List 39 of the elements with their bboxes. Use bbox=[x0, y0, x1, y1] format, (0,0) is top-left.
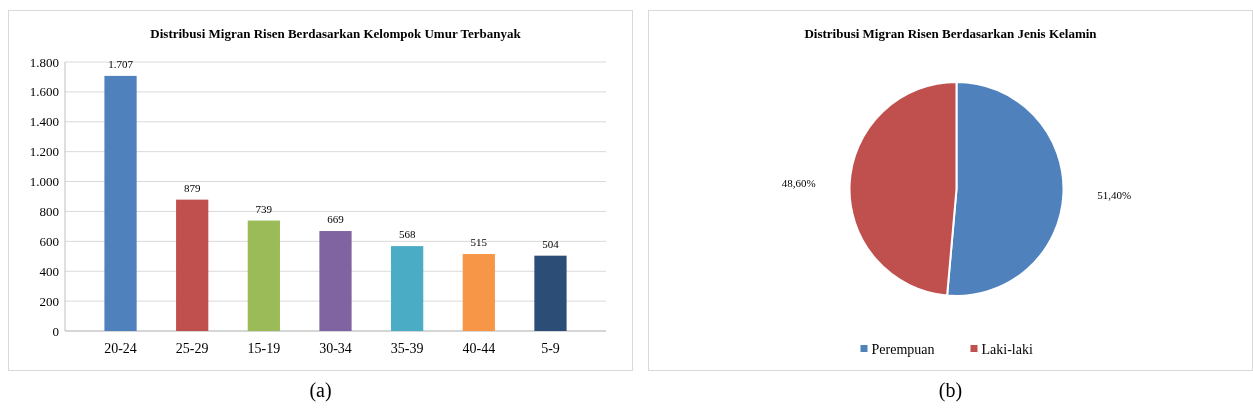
data-label: 568 bbox=[398, 228, 416, 241]
text: (b) bbox=[938, 379, 963, 402]
legend-label: Perempuan bbox=[871, 341, 935, 357]
data-label: 879 bbox=[183, 181, 201, 194]
x-tick-label: 20-24 bbox=[104, 341, 137, 356]
data-label: 1.707 bbox=[108, 57, 134, 70]
legend-label: Laki-laki bbox=[981, 341, 1033, 357]
y-tick-label: 1.800 bbox=[29, 54, 59, 70]
y-tick-label: 200 bbox=[39, 293, 59, 309]
data-label: 515 bbox=[470, 236, 488, 249]
x-tick-label: 15-19 bbox=[247, 341, 281, 356]
y-tick-label: 1.000 bbox=[29, 174, 59, 190]
y-tick-label: 0 bbox=[52, 323, 59, 339]
chart-title: Distribusi Migran Risen Berdasarkan Jenis Kelamin bbox=[804, 26, 1098, 41]
data-label: 669 bbox=[327, 213, 345, 226]
x-tick-label: 35-39 bbox=[390, 341, 424, 356]
data-label: 504 bbox=[542, 237, 560, 250]
y-tick-label: 1.200 bbox=[29, 144, 59, 160]
bar bbox=[534, 255, 567, 331]
x-tick-label: 40-44 bbox=[462, 341, 496, 356]
y-tick-label: 1.400 bbox=[29, 114, 59, 130]
data-label: 739 bbox=[255, 202, 273, 215]
bar bbox=[104, 75, 137, 331]
x-tick-label: 25-29 bbox=[175, 341, 209, 356]
y-tick-label: 800 bbox=[39, 203, 59, 219]
bar bbox=[176, 199, 209, 331]
bar bbox=[391, 246, 424, 331]
bar bbox=[247, 220, 280, 331]
bar bbox=[462, 254, 495, 331]
chart-title: Distribusi Migran Risen Berdasarkan Kelompok Umur Terbanyak bbox=[150, 26, 522, 41]
text: (a) bbox=[309, 379, 332, 402]
data-label: 51,40% bbox=[1097, 188, 1132, 201]
bar bbox=[319, 231, 352, 331]
y-tick-label: 1.600 bbox=[29, 84, 59, 100]
x-tick-label: 5-9 bbox=[541, 341, 560, 356]
x-tick-label: 30-34 bbox=[319, 341, 352, 356]
data-label: 48,60% bbox=[781, 176, 816, 189]
y-tick-label: 400 bbox=[39, 263, 59, 279]
y-tick-label: 600 bbox=[39, 233, 59, 249]
